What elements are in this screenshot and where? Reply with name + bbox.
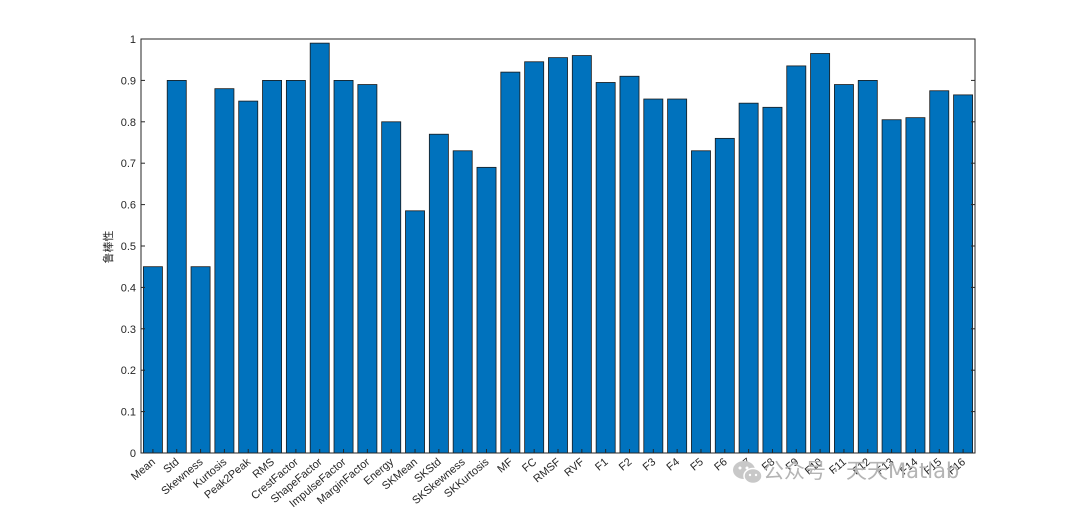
bar-f10 — [810, 53, 831, 454]
x-tick-label: RVF — [562, 456, 587, 479]
bar-f13 — [881, 119, 902, 454]
watermark-text: 公众号 · 天天Matlab — [763, 459, 959, 483]
bar-rms — [262, 80, 282, 454]
bars-layer — [142, 42, 974, 454]
x-tick-label: F6 — [712, 456, 730, 473]
bar-skmean — [405, 210, 425, 454]
bar-skkurtosis — [476, 166, 497, 454]
y-tick-label: 1 — [130, 34, 136, 46]
x-tick-label: MF — [495, 456, 515, 476]
bar-skstd — [428, 133, 449, 454]
y-tick-label: 0.8 — [121, 117, 136, 129]
bar-f4 — [667, 98, 688, 454]
wechat-icon — [733, 461, 763, 485]
bar-skskewness — [452, 150, 473, 454]
bar-rmsf — [548, 57, 568, 454]
y-tick-label: 0.9 — [121, 75, 136, 87]
x-tick-label: Mean — [129, 456, 158, 483]
bar-f6 — [714, 137, 735, 454]
y-tick-label: 0.6 — [121, 200, 136, 212]
y-axis-label: 鲁棒性 — [101, 231, 115, 264]
bar-marginfactor — [357, 84, 378, 454]
bar-f5 — [691, 150, 711, 454]
x-tick-label: F3 — [641, 456, 659, 473]
x-tick-label: F4 — [665, 456, 683, 473]
watermark: 公众号 · 天天Matlab — [733, 459, 959, 485]
y-tick-label: 0.4 — [121, 282, 136, 294]
y-axis: 0 0.1 0.2 0.3 0.4 0.5 0.6 0.7 0.8 0.9 1 — [121, 34, 975, 460]
y-tick-label: 0.7 — [121, 158, 136, 170]
y-tick-label: 0.3 — [121, 324, 136, 336]
bar-mean — [142, 266, 163, 454]
x-tick-label: F2 — [617, 456, 635, 473]
bar-f12 — [857, 80, 878, 454]
y-tick-label: 0 — [130, 448, 136, 460]
bar-mf — [500, 71, 521, 454]
y-tick-label: 0.2 — [121, 365, 136, 377]
x-tick-label: F5 — [688, 456, 706, 473]
bar-f11 — [834, 84, 854, 454]
bar-energy — [381, 121, 402, 454]
bar-shapefactor — [309, 42, 330, 454]
bar-peak2peak — [238, 100, 259, 454]
bar-f8 — [762, 106, 783, 454]
y-tick-label: 0.1 — [121, 407, 136, 419]
y-tick-label: 0.5 — [121, 241, 136, 253]
bar-crestfactor — [285, 80, 306, 454]
bar-skewness — [190, 266, 211, 454]
bar-impulsefactor — [333, 80, 354, 454]
bar-f3 — [643, 98, 664, 454]
x-tick-label: RMSF — [531, 456, 563, 485]
bar-f9 — [786, 65, 807, 454]
bar-f15 — [929, 90, 950, 454]
bar-f14 — [905, 117, 926, 454]
bar-f16 — [953, 94, 974, 454]
bar-kurtosis — [214, 88, 235, 454]
x-tick-label: F1 — [593, 456, 611, 473]
bar-std — [166, 80, 187, 454]
bar-f7 — [738, 102, 759, 454]
bar-f2 — [619, 75, 640, 454]
bar-fc — [524, 61, 545, 454]
bar-rvf — [571, 55, 592, 454]
bar-f1 — [595, 82, 616, 454]
